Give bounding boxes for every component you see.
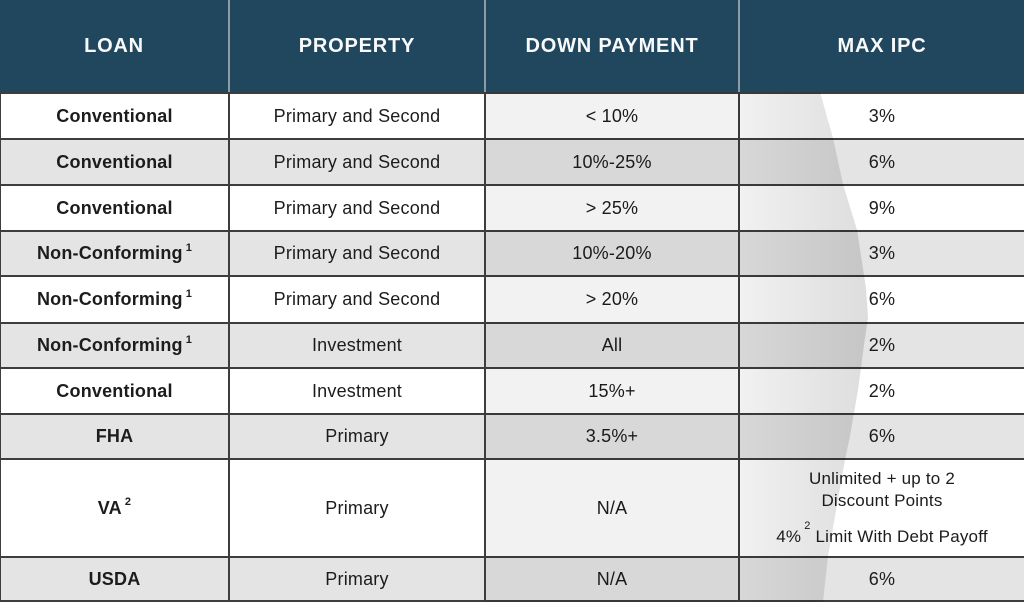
column-header-loan: LOAN xyxy=(0,0,230,92)
loan-cell: Conventional xyxy=(0,138,230,184)
max-ipc-cell: 3% xyxy=(740,92,1024,138)
loan-cell: Non-Conforming 1 xyxy=(0,275,230,322)
down-payment-cell: 10%-25% xyxy=(486,138,740,184)
max-ipc-line1: Unlimited + up to 2 Discount Points xyxy=(808,468,956,511)
max-ipc-line2: 4%2 Limit With Debt Payoff xyxy=(776,520,988,546)
property-cell: Primary xyxy=(230,458,486,556)
property-cell: Primary and Second xyxy=(230,230,486,275)
down-payment-cell: 10%-20% xyxy=(486,230,740,275)
max-ipc-cell: 6% xyxy=(740,556,1024,602)
down-payment-cell: N/A xyxy=(486,458,740,556)
loan-cell: Non-Conforming 1 xyxy=(0,322,230,367)
down-payment-cell: N/A xyxy=(486,556,740,602)
property-cell: Investment xyxy=(230,367,486,413)
down-payment-cell: 3.5%+ xyxy=(486,413,740,458)
loan-cell: Non-Conforming 1 xyxy=(0,230,230,275)
loan-cell: Conventional xyxy=(0,92,230,138)
max-ipc-cell: 9% xyxy=(740,184,1024,230)
down-payment-cell: < 10% xyxy=(486,92,740,138)
property-cell: Primary and Second xyxy=(230,184,486,230)
loan-cell: Conventional xyxy=(0,184,230,230)
property-cell: Primary xyxy=(230,413,486,458)
property-cell: Investment xyxy=(230,322,486,367)
down-payment-cell: > 20% xyxy=(486,275,740,322)
property-cell: Primary and Second xyxy=(230,138,486,184)
max-ipc-cell: Unlimited + up to 2 Discount Points 4%2 … xyxy=(740,458,1024,556)
column-header-property: PROPERTY xyxy=(230,0,486,92)
loan-cell: FHA xyxy=(0,413,230,458)
loan-cell: USDA xyxy=(0,556,230,602)
footnote-marker: 2 xyxy=(804,520,811,533)
property-cell: Primary and Second xyxy=(230,92,486,138)
max-ipc-cell: 6% xyxy=(740,138,1024,184)
max-ipc-cell: 6% xyxy=(740,275,1024,322)
loan-cell: VA 2 xyxy=(0,458,230,556)
loan-cell: Conventional xyxy=(0,367,230,413)
column-header-down-payment: DOWN PAYMENT xyxy=(486,0,740,92)
max-ipc-cell: 2% xyxy=(740,322,1024,367)
property-cell: Primary xyxy=(230,556,486,602)
max-ipc-cell: 2% xyxy=(740,367,1024,413)
down-payment-cell: 15%+ xyxy=(486,367,740,413)
column-header-max-ipc: MAX IPC xyxy=(740,0,1024,92)
max-ipc-cell: 3% xyxy=(740,230,1024,275)
down-payment-cell: > 25% xyxy=(486,184,740,230)
property-cell: Primary and Second xyxy=(230,275,486,322)
down-payment-cell: All xyxy=(486,322,740,367)
max-ipc-cell: 6% xyxy=(740,413,1024,458)
